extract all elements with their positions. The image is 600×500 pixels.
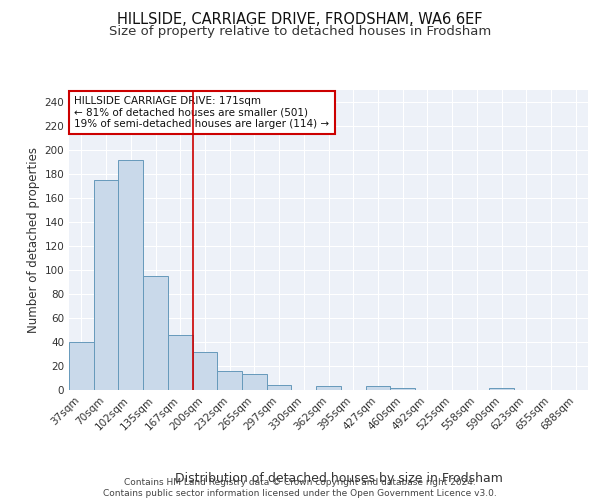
- Bar: [390, 388, 415, 390]
- Bar: [489, 388, 514, 390]
- Bar: [118, 160, 143, 390]
- Text: Size of property relative to detached houses in Frodsham: Size of property relative to detached ho…: [109, 25, 491, 38]
- Text: Distribution of detached houses by size in Frodsham: Distribution of detached houses by size …: [175, 472, 503, 485]
- Bar: [217, 371, 242, 390]
- Bar: [267, 385, 292, 390]
- Bar: [143, 276, 168, 390]
- Bar: [316, 386, 341, 390]
- Bar: [193, 352, 217, 390]
- Bar: [168, 335, 193, 390]
- Text: HILLSIDE, CARRIAGE DRIVE, FRODSHAM, WA6 6EF: HILLSIDE, CARRIAGE DRIVE, FRODSHAM, WA6 …: [117, 12, 483, 28]
- Bar: [94, 180, 118, 390]
- Bar: [365, 386, 390, 390]
- Bar: [242, 374, 267, 390]
- Text: HILLSIDE CARRIAGE DRIVE: 171sqm
← 81% of detached houses are smaller (501)
19% o: HILLSIDE CARRIAGE DRIVE: 171sqm ← 81% of…: [74, 96, 329, 129]
- Bar: [69, 342, 94, 390]
- Text: Contains HM Land Registry data © Crown copyright and database right 2024.
Contai: Contains HM Land Registry data © Crown c…: [103, 478, 497, 498]
- Y-axis label: Number of detached properties: Number of detached properties: [27, 147, 40, 333]
